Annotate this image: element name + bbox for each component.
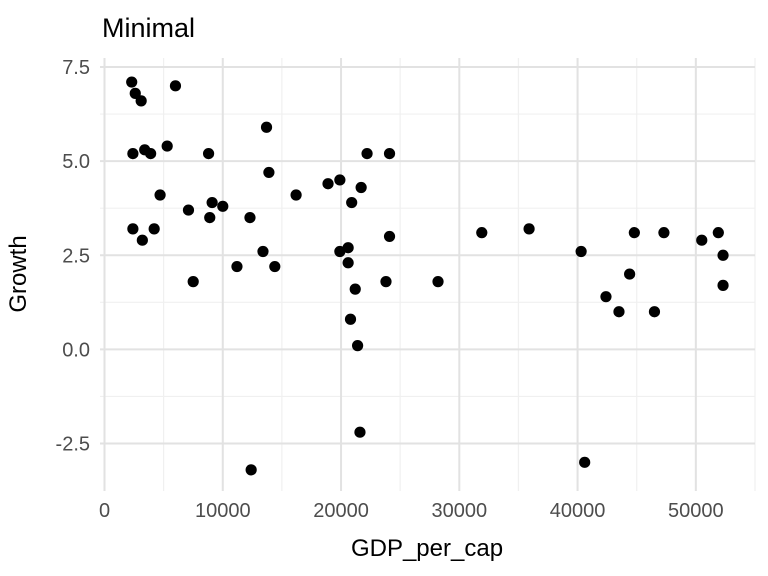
x-tick-label: 40000	[550, 500, 606, 522]
data-point	[187, 276, 199, 288]
data-point	[290, 189, 302, 201]
data-point	[206, 196, 218, 209]
data-point	[145, 147, 157, 160]
data-point	[380, 276, 392, 288]
y-axis-tick-labels: -2.5 0.0 2.5 5.0 7.5	[56, 57, 90, 456]
data-point	[322, 178, 334, 190]
data-point	[354, 426, 366, 438]
data-point	[658, 227, 670, 239]
x-tick-label: 20000	[313, 500, 369, 522]
data-point	[383, 147, 396, 160]
data-point	[129, 87, 141, 99]
data-point	[169, 80, 182, 92]
data-point	[432, 276, 444, 288]
data-points	[126, 76, 729, 476]
data-point	[346, 196, 358, 209]
data-point	[361, 147, 373, 160]
data-point	[600, 291, 612, 303]
y-tick-label: 0.0	[62, 339, 90, 361]
x-tick-label: 50000	[668, 500, 724, 522]
data-point	[202, 147, 215, 160]
data-point	[712, 227, 724, 239]
data-point	[244, 212, 256, 224]
data-point	[127, 223, 139, 235]
data-point	[136, 234, 148, 246]
data-point	[263, 166, 275, 179]
data-point	[523, 223, 535, 235]
x-axis-title: GDP_per_cap	[351, 535, 503, 562]
data-point	[628, 227, 640, 239]
y-tick-label: 2.5	[62, 245, 90, 267]
data-point	[161, 140, 173, 152]
data-point	[717, 279, 729, 291]
x-tick-label: 0	[99, 500, 110, 522]
data-point	[351, 340, 364, 352]
x-axis-tick-labels: 0 10000 20000 30000 40000 50000	[99, 500, 724, 522]
minor-gridlines	[100, 58, 756, 491]
data-point	[355, 181, 367, 194]
data-point	[148, 223, 160, 235]
y-tick-label: 5.0	[62, 151, 90, 173]
data-point	[217, 200, 229, 212]
y-axis-title: Growth	[5, 235, 32, 312]
data-point	[245, 464, 257, 476]
data-point	[260, 121, 273, 133]
data-point	[342, 257, 354, 269]
data-point	[717, 249, 729, 261]
data-point	[334, 174, 346, 186]
data-point	[204, 212, 216, 224]
data-point	[344, 313, 357, 325]
data-point	[126, 76, 138, 88]
data-point	[182, 204, 195, 216]
y-tick-label: 7.5	[62, 57, 90, 79]
y-tick-label: -2.5	[56, 434, 90, 456]
major-gridlines	[100, 58, 755, 491]
data-point	[696, 234, 708, 246]
data-point	[383, 230, 396, 243]
data-point	[624, 268, 636, 280]
data-point	[135, 95, 147, 107]
data-point	[613, 306, 625, 318]
data-point	[231, 260, 243, 273]
data-point	[579, 456, 591, 468]
data-point	[575, 245, 587, 258]
data-point	[257, 245, 269, 258]
data-point	[342, 242, 354, 254]
x-tick-label: 10000	[195, 500, 251, 522]
chart-title: Minimal	[102, 13, 195, 43]
data-point	[349, 283, 361, 295]
x-tick-label: 30000	[431, 500, 487, 522]
data-point	[648, 306, 661, 318]
data-point	[476, 227, 488, 239]
data-point	[269, 260, 281, 273]
data-point	[127, 147, 139, 160]
data-point	[154, 189, 166, 201]
